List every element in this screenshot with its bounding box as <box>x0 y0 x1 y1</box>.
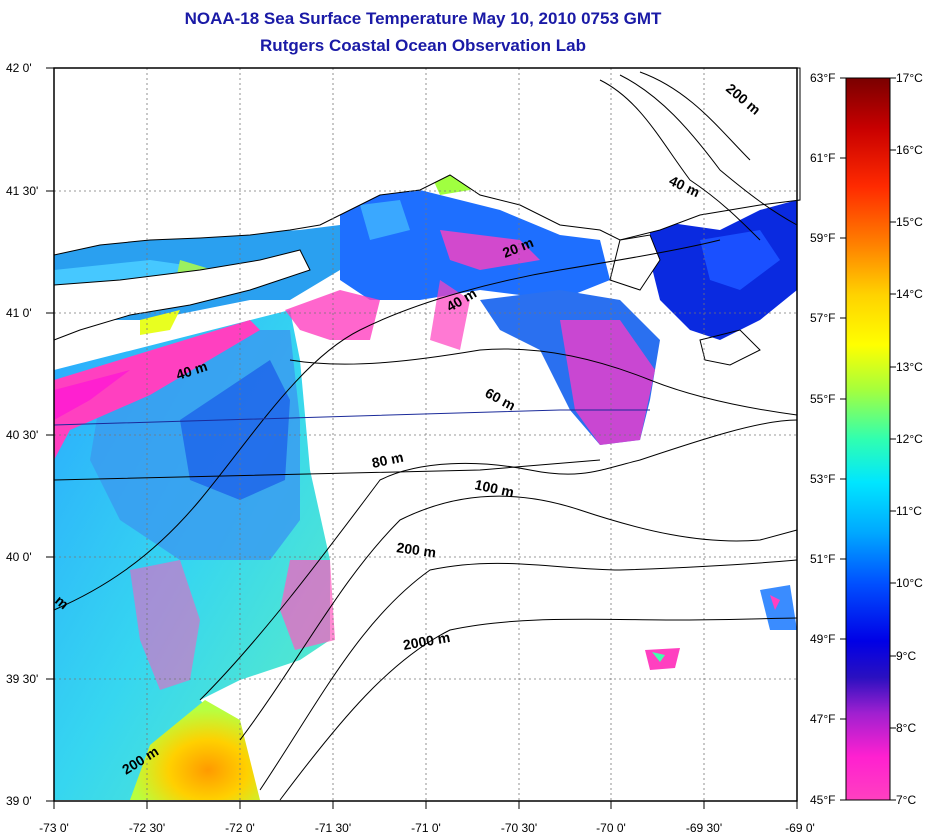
c-label: 11°C <box>896 504 922 518</box>
f-label: 53°F <box>810 472 835 486</box>
f-label: 55°F <box>810 392 835 406</box>
coastline-layer <box>53 67 801 366</box>
lon-label: -72 30' <box>129 821 165 835</box>
lat-label: 40 0' <box>6 550 32 564</box>
c-label: 13°C <box>896 360 923 374</box>
lon-label: -69 0' <box>785 821 815 835</box>
f-label: 57°F <box>810 311 835 325</box>
c-label: 15°C <box>896 215 923 229</box>
c-label: 7°C <box>896 793 916 807</box>
lon-label: -70 30' <box>501 821 537 835</box>
lon-label: -71 30' <box>315 821 351 835</box>
lat-label: 41 0' <box>6 306 32 320</box>
lat-label: 41 30' <box>6 184 38 198</box>
f-label: 47°F <box>810 712 835 726</box>
lon-label: -70 0' <box>596 821 626 835</box>
lon-label: -73 0' <box>39 821 69 835</box>
f-label: 49°F <box>810 632 835 646</box>
longitude-labels: -73 0' -72 30' -72 0' -71 30' -71 0' -70… <box>39 821 815 835</box>
c-label: 12°C <box>896 432 923 446</box>
lat-label: 40 30' <box>6 428 38 442</box>
f-label: 59°F <box>810 231 835 245</box>
lat-label: 39 30' <box>6 672 38 686</box>
c-label: 9°C <box>896 649 916 663</box>
f-label: 45°F <box>810 793 835 807</box>
c-label: 16°C <box>896 143 923 157</box>
colorbar <box>845 77 891 801</box>
c-label: 10°C <box>896 576 923 590</box>
lon-label: -71 0' <box>411 821 441 835</box>
map-subtitle: Rutgers Coastal Ocean Observation Lab <box>260 36 586 55</box>
contour-label: 80 m <box>370 449 405 471</box>
contour-label: 200 m <box>396 539 438 560</box>
f-label: 51°F <box>810 552 835 566</box>
bathymetry-contours <box>53 71 798 801</box>
latitude-labels: 42 0' 41 30' 41 0' 40 30' 40 0' 39 30' 3… <box>6 61 38 808</box>
c-label: 8°C <box>896 721 916 735</box>
f-label: 63°F <box>810 71 835 85</box>
colorbar-celsius-labels: 17°C 16°C 15°C 14°C 13°C 12°C 11°C 10°C … <box>896 71 923 807</box>
lon-label: -69 30' <box>686 821 722 835</box>
lon-label: -72 0' <box>225 821 255 835</box>
colorbar-fahrenheit-labels: 63°F 61°F 59°F 57°F 55°F 53°F 51°F 49°F … <box>810 71 835 807</box>
c-label: 14°C <box>896 287 923 301</box>
colorbar-ticks <box>840 77 896 801</box>
lat-label: 42 0' <box>6 61 32 75</box>
axis-ticks <box>46 67 798 809</box>
c-label: 17°C <box>896 71 923 85</box>
graticule <box>54 68 797 801</box>
sst-data-layer <box>54 140 797 800</box>
map-title: NOAA-18 Sea Surface Temperature May 10, … <box>184 9 662 28</box>
lat-label: 39 0' <box>6 794 32 808</box>
f-label: 61°F <box>810 151 835 165</box>
